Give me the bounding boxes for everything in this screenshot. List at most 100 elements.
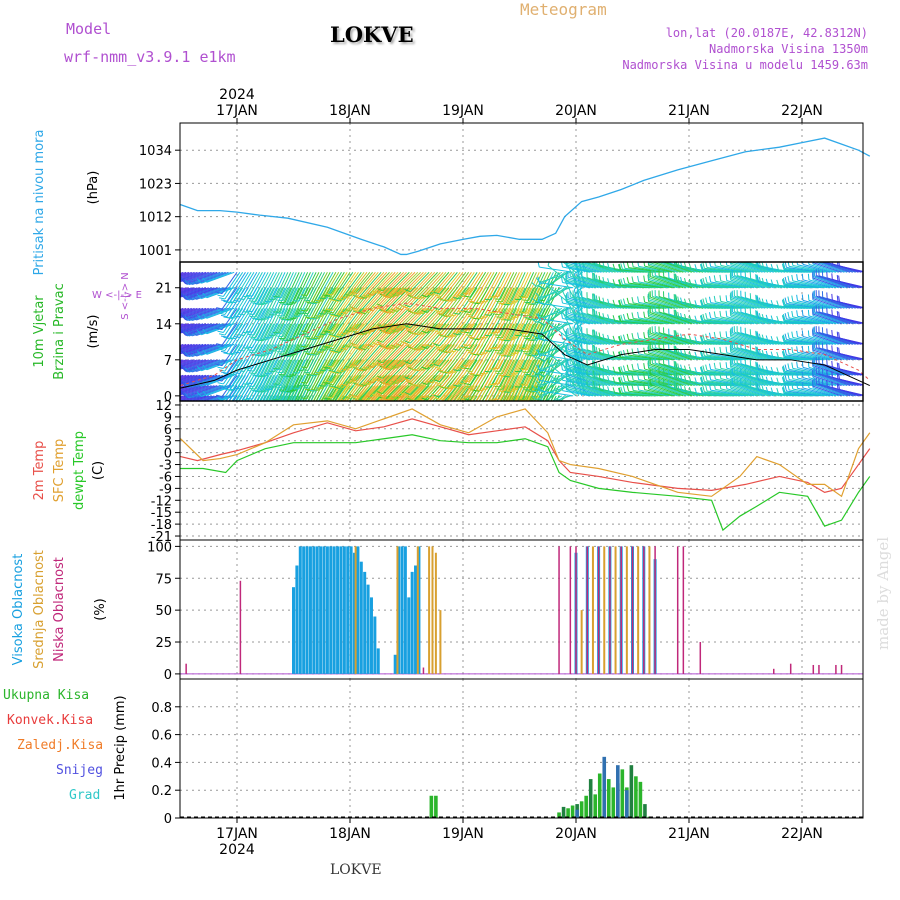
wind-barb <box>180 307 204 318</box>
wind-barb <box>226 272 246 302</box>
wind-barb <box>274 344 289 372</box>
wind-barb <box>732 347 766 361</box>
wind-barb-flag <box>405 363 412 367</box>
wind-barb <box>415 271 441 299</box>
wind-barb <box>362 374 388 401</box>
wind-barb-flag <box>154 381 158 386</box>
wind-barb-flag <box>220 350 228 354</box>
wind-barb-flag <box>560 384 563 391</box>
wind-barb <box>180 307 192 314</box>
wind-barb-flag <box>538 373 545 378</box>
wind-barb <box>512 272 529 305</box>
wind-barb-flag <box>184 393 190 399</box>
wind-barb-flag <box>565 330 568 337</box>
wind-barb-flag <box>467 351 474 354</box>
wind-barb <box>528 287 543 317</box>
wind-barb-flag <box>247 409 253 410</box>
wind-barb <box>658 332 692 345</box>
wind-barb-flag <box>404 340 411 344</box>
high-cloud-bar <box>349 546 353 674</box>
wind-barb-flag <box>761 349 765 357</box>
wind-barb-flag <box>363 408 369 410</box>
wind-barb <box>441 323 464 351</box>
wind-barb <box>734 383 769 397</box>
wind-barb-flag <box>485 413 491 414</box>
wind-barb <box>262 385 272 401</box>
wind-barb-flag <box>620 376 623 383</box>
wind-barb <box>726 316 755 325</box>
wind-barb-flag <box>836 295 839 302</box>
wind-barb-flag <box>535 328 541 335</box>
wind-barb <box>648 314 678 325</box>
wind-barb-flag <box>340 368 347 371</box>
wind-barb <box>737 362 772 376</box>
total-precip-bar <box>638 781 643 818</box>
wind-barb-flag <box>598 296 601 303</box>
wind-barb <box>278 375 292 400</box>
wind-barb-flag <box>303 387 310 389</box>
wind-barb-flag <box>439 402 445 404</box>
wind-barb-flag <box>648 262 650 264</box>
wind-barb <box>386 359 413 386</box>
wind-barb-flag <box>426 292 433 296</box>
wind-barb-flag <box>303 299 310 302</box>
wind-barb-flag <box>560 333 563 340</box>
wind-barb-flag <box>457 346 465 349</box>
wind-barb <box>463 272 481 297</box>
wind-barb-flag <box>433 291 440 295</box>
wind-barb <box>274 272 289 300</box>
wind-barb-flag <box>372 290 378 294</box>
wind-barb <box>586 297 616 309</box>
wind-barb <box>502 385 512 401</box>
wind-barb <box>413 344 438 371</box>
wind-barb <box>371 385 388 401</box>
wind-barb-flag <box>220 371 228 374</box>
wind-barb-flag <box>383 382 390 386</box>
wind-barb-flag <box>229 388 237 391</box>
wind-barb-flag <box>758 276 762 284</box>
wind-barb <box>321 359 340 389</box>
wind-barb-flag <box>312 337 319 340</box>
wind-barb-flag <box>675 310 678 318</box>
wind-barb-flag <box>700 299 704 306</box>
wind-barb-flag <box>612 299 616 306</box>
wind-barb <box>730 315 757 325</box>
altitude-label: Nadmorska Visina 1350m <box>709 42 868 56</box>
wind-barb-flag <box>381 346 388 350</box>
wind-barb-flag <box>725 310 728 317</box>
wind-barb <box>422 308 447 335</box>
wind-barb-flag <box>702 334 705 341</box>
wind-barb <box>797 336 831 345</box>
wind-barb-flag <box>174 330 178 335</box>
low-cloud-bar <box>812 664 815 674</box>
wind-barb <box>184 385 215 397</box>
wind-barb-flag <box>637 363 640 370</box>
wind-barb-flag <box>174 314 178 319</box>
wind-barb-flag <box>674 294 677 301</box>
wind-barb <box>624 283 661 289</box>
top-day-label: 17JAN <box>216 103 258 119</box>
wind-barb-flag <box>154 367 158 372</box>
wind-barb-flag <box>480 388 487 390</box>
wind-barb-flag <box>836 383 839 390</box>
wind-barb <box>420 395 427 401</box>
wind-barb-flag <box>410 347 417 351</box>
wind-barb-flag <box>315 299 322 302</box>
wind-barb <box>726 388 755 397</box>
wind-barb-flag <box>444 299 451 302</box>
wind-barb <box>260 272 277 305</box>
wind-barb <box>453 385 467 401</box>
wind-barb <box>715 265 749 273</box>
wind-barb-flag <box>620 335 623 342</box>
wind-barb <box>731 384 763 397</box>
wind-barb <box>506 359 523 393</box>
wind-barb <box>500 359 515 388</box>
bottom-year-label: 2024 <box>219 842 255 858</box>
wind-barb <box>382 359 405 381</box>
wind-barb-flag <box>359 347 366 351</box>
wind-barb-flag <box>351 378 358 382</box>
wind-barb-flag <box>328 349 335 352</box>
wind-barb <box>284 272 300 303</box>
wind-barb-flag <box>791 310 794 318</box>
wind-barb-flag <box>631 296 634 304</box>
